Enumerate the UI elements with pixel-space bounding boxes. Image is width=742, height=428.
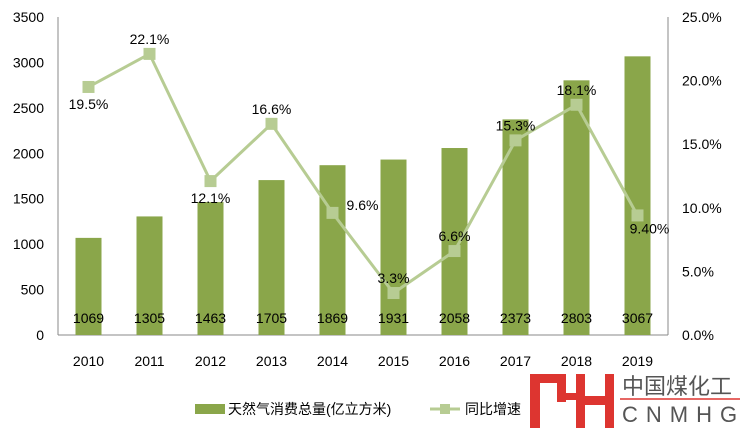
y-right-tick: 15.0% <box>682 136 722 152</box>
watermark-logo-shape <box>530 374 540 428</box>
bar-label: 3067 <box>622 310 653 326</box>
x-tick: 2014 <box>317 353 348 369</box>
legend-bar-label: 天然气消费总量(亿立方米) <box>228 401 391 417</box>
line-marker <box>82 80 95 93</box>
line-label: 9.40% <box>630 220 670 236</box>
y-right-tick: 25.0% <box>682 9 722 25</box>
y-right-tick: 0.0% <box>682 327 714 343</box>
legend-bar-swatch <box>195 404 225 414</box>
y-left-tick: 2500 <box>13 100 44 116</box>
bar-label: 1869 <box>317 310 348 326</box>
line-marker <box>448 245 461 258</box>
line-marker <box>204 175 217 188</box>
x-tick: 2017 <box>500 353 531 369</box>
line-marker <box>387 287 400 300</box>
bar-label: 2373 <box>500 310 531 326</box>
y-left-tick: 500 <box>21 282 45 298</box>
y-left-tick: 2000 <box>13 145 44 161</box>
watermark-logo-shape <box>566 393 582 400</box>
line-marker <box>326 206 339 219</box>
line-label: 3.3% <box>378 270 410 286</box>
bar-label: 1463 <box>195 310 226 326</box>
bar <box>319 165 346 335</box>
line-label: 16.6% <box>252 101 292 117</box>
watermark-logo-shape <box>557 374 566 402</box>
bar <box>441 148 468 335</box>
line-marker <box>509 134 522 147</box>
watermark-sub: CNMHG <box>622 402 742 427</box>
line-label: 6.6% <box>439 228 471 244</box>
line-label: 19.5% <box>69 96 109 112</box>
x-tick: 2013 <box>256 353 287 369</box>
x-tick: 2018 <box>561 353 592 369</box>
bar-label: 1705 <box>256 310 287 326</box>
x-tick: 2012 <box>195 353 226 369</box>
bar <box>75 237 102 335</box>
line-marker <box>570 98 583 111</box>
y-left-tick: 1500 <box>13 191 44 207</box>
y-left-tick: 1000 <box>13 236 44 252</box>
y-right-tick: 10.0% <box>682 200 722 216</box>
legend-line-marker <box>440 404 450 414</box>
y-right-tick: 5.0% <box>682 263 714 279</box>
line-label: 9.6% <box>347 197 379 213</box>
line-label: 12.1% <box>191 190 231 206</box>
bar <box>502 119 529 335</box>
bar-label: 1069 <box>73 310 104 326</box>
bar <box>197 202 224 335</box>
legend-line-label: 同比增速 <box>465 401 521 417</box>
x-tick: 2010 <box>73 353 104 369</box>
x-tick: 2019 <box>622 353 653 369</box>
line-marker <box>631 209 644 222</box>
bar <box>258 180 285 335</box>
bar-label: 2803 <box>561 310 592 326</box>
bar <box>624 56 651 335</box>
line-label: 18.1% <box>557 82 597 98</box>
x-tick: 2015 <box>378 353 409 369</box>
bar <box>380 159 407 335</box>
watermark-logo-shape <box>605 374 614 428</box>
watermark-logo-shape <box>576 396 614 405</box>
y-left-tick: 3500 <box>13 9 44 25</box>
x-tick: 2011 <box>134 353 164 369</box>
watermark-text: 中国煤化工 <box>622 374 732 399</box>
bar-label: 1931 <box>378 310 409 326</box>
x-tick: 2016 <box>439 353 470 369</box>
watermark-logo-shape <box>530 374 566 383</box>
bar-label: 2058 <box>439 310 470 326</box>
line-marker <box>143 47 156 60</box>
line-label: 22.1% <box>130 31 170 47</box>
line-label: 15.3% <box>496 117 536 133</box>
y-left-tick: 0 <box>36 327 44 343</box>
y-right-tick: 20.0% <box>682 73 722 89</box>
line-marker <box>265 117 278 130</box>
bar <box>136 216 163 335</box>
y-left-tick: 3000 <box>13 54 44 70</box>
growth-line <box>87 51 639 296</box>
bar-label: 1305 <box>134 310 165 326</box>
